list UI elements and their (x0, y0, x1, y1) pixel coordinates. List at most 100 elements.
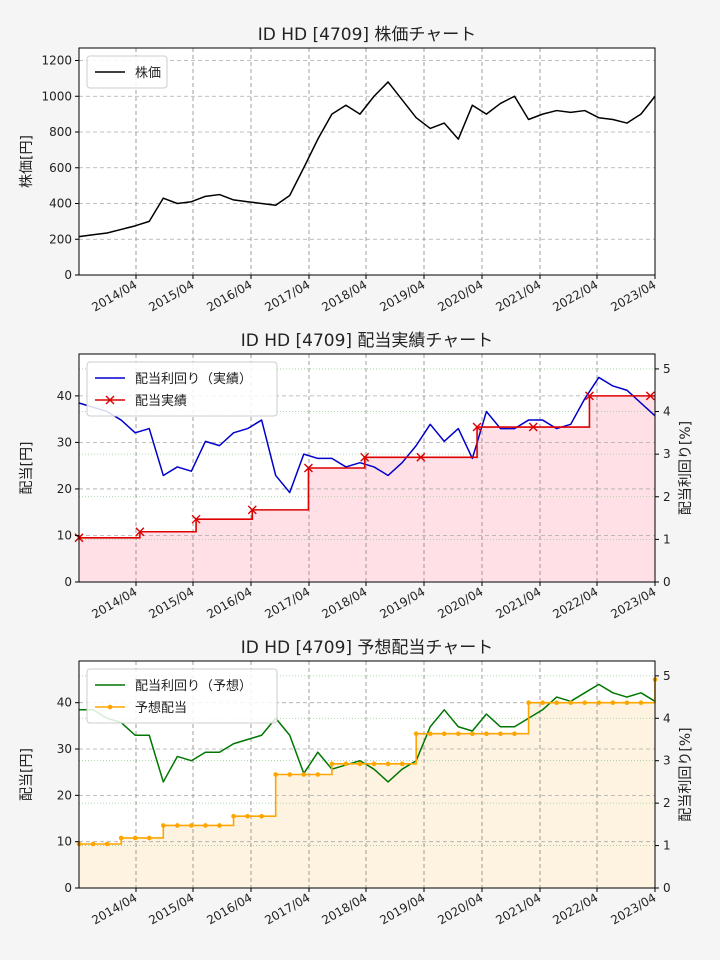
legend-label: 配当実績 (135, 393, 187, 409)
y-tick-label: 600 (49, 161, 72, 175)
x-tick-label: 2018/04 (319, 890, 369, 927)
y-tick-label: 20 (57, 788, 72, 802)
x-tick-label: 2019/04 (377, 890, 427, 927)
data-point (554, 700, 559, 705)
data-point (132, 835, 138, 841)
data-point (259, 813, 264, 819)
x-tick-label: 2020/04 (435, 890, 485, 927)
x-tick-label: 2017/04 (262, 277, 312, 314)
y-tick-label: 0 (64, 575, 72, 589)
data-point (104, 841, 110, 847)
y-tick-label: 200 (49, 232, 72, 246)
y-axis-label-right: 配当利回り[%] (678, 421, 694, 515)
chart-panel-2: 0 10 20 30 40 0 1 2 3 4 5 2014/04 2015/04 2016/04 2017… (19, 331, 694, 622)
legend: 配当利回り（実績） 配当実績 (86, 361, 278, 417)
data-point (191, 514, 201, 524)
data-point (610, 700, 616, 705)
x-tick-label: 2019/04 (377, 277, 427, 314)
y-tick-label: 20 (57, 482, 72, 496)
legend-label: 予想配当 (135, 700, 187, 716)
y-tick-label-right: 0 (663, 575, 671, 589)
y-tick-label: 0 (64, 881, 72, 895)
data-point (484, 731, 489, 737)
data-point (357, 761, 363, 767)
data-point (416, 452, 426, 462)
data-point (528, 422, 538, 432)
data-point (287, 772, 293, 777)
data-point (441, 731, 447, 737)
y-tick-label-right: 1 (663, 532, 671, 546)
data-point (329, 761, 335, 767)
x-tick-label: 2017/04 (262, 584, 312, 621)
data-point (399, 761, 405, 767)
data-point (584, 391, 594, 401)
x-tick-label: 2016/04 (204, 584, 254, 621)
series-line (79, 395, 655, 539)
legend-box (86, 361, 278, 417)
legend-marker (105, 395, 115, 405)
x-tick-label: 2014/04 (89, 277, 139, 314)
y-tick-label: 30 (57, 435, 72, 449)
x-tick-label: 2019/04 (377, 584, 427, 621)
chart-panel-3: 0 10 20 30 40 0 1 2 3 4 5 2014/04 2015/04 2016/04 2017… (19, 638, 694, 928)
legend: 株価 (86, 55, 168, 89)
legend-box (86, 55, 168, 89)
series-line (79, 679, 656, 845)
x-tick-label: 2017/04 (262, 890, 312, 927)
y-axis-label: 配当[円] (19, 442, 35, 495)
legend-marker (107, 704, 113, 710)
data-point (217, 823, 222, 828)
y-tick-label-right: 1 (663, 839, 671, 853)
data-point (360, 452, 370, 462)
data-point (175, 823, 180, 828)
x-tick-label: 2015/04 (146, 277, 196, 314)
y-tick-label: 400 (49, 197, 72, 211)
data-point (203, 823, 208, 828)
data-point (427, 731, 433, 737)
data-point (303, 463, 313, 473)
data-point (343, 761, 349, 767)
legend-label: 配当利回り（予想） (135, 678, 252, 694)
y-tick-label: 40 (57, 389, 72, 403)
data-point (568, 700, 574, 705)
data-point (247, 505, 257, 515)
y-tick-label: 40 (57, 696, 72, 710)
series-line (78, 81, 656, 238)
x-tick-label: 2016/04 (204, 277, 254, 314)
y-tick-label: 0 (64, 268, 72, 282)
y-tick-label-right: 3 (663, 754, 671, 768)
y-tick-label-right: 5 (663, 362, 671, 376)
plot-frame (78, 660, 656, 889)
plot-area (79, 48, 655, 275)
x-tick-label: 2015/04 (146, 890, 196, 927)
data-point (624, 700, 630, 705)
chart-title: ID HD [4709] 株価チャート (258, 25, 477, 45)
plot-frame (78, 353, 656, 583)
plot-frame (78, 47, 656, 276)
data-point (135, 527, 145, 537)
x-tick-label: 2023/04 (608, 890, 658, 927)
y-tick-label: 10 (57, 835, 72, 849)
x-tick-label: 2014/04 (89, 890, 139, 927)
data-point (90, 841, 96, 847)
data-point (540, 700, 545, 705)
data-point (118, 835, 124, 841)
y-tick-label-right: 2 (663, 796, 671, 810)
data-point (146, 835, 152, 841)
y-tick-label-right: 2 (663, 490, 671, 504)
x-tick-label: 2022/04 (550, 584, 600, 621)
data-point (245, 813, 250, 819)
legend: 配当利回り（予想） 予想配当 (86, 668, 278, 724)
y-tick-label-right: 4 (663, 405, 671, 419)
x-tick-label: 2018/04 (319, 584, 369, 621)
x-tick-label: 2020/04 (435, 277, 485, 314)
data-point (596, 700, 602, 705)
y-axis-label: 株価[円] (19, 135, 35, 188)
data-point (472, 422, 482, 432)
data-point (189, 823, 194, 828)
legend-box (86, 668, 278, 724)
series-line (78, 376, 656, 494)
x-tick-label: 2023/04 (608, 584, 658, 621)
data-point (638, 700, 644, 705)
